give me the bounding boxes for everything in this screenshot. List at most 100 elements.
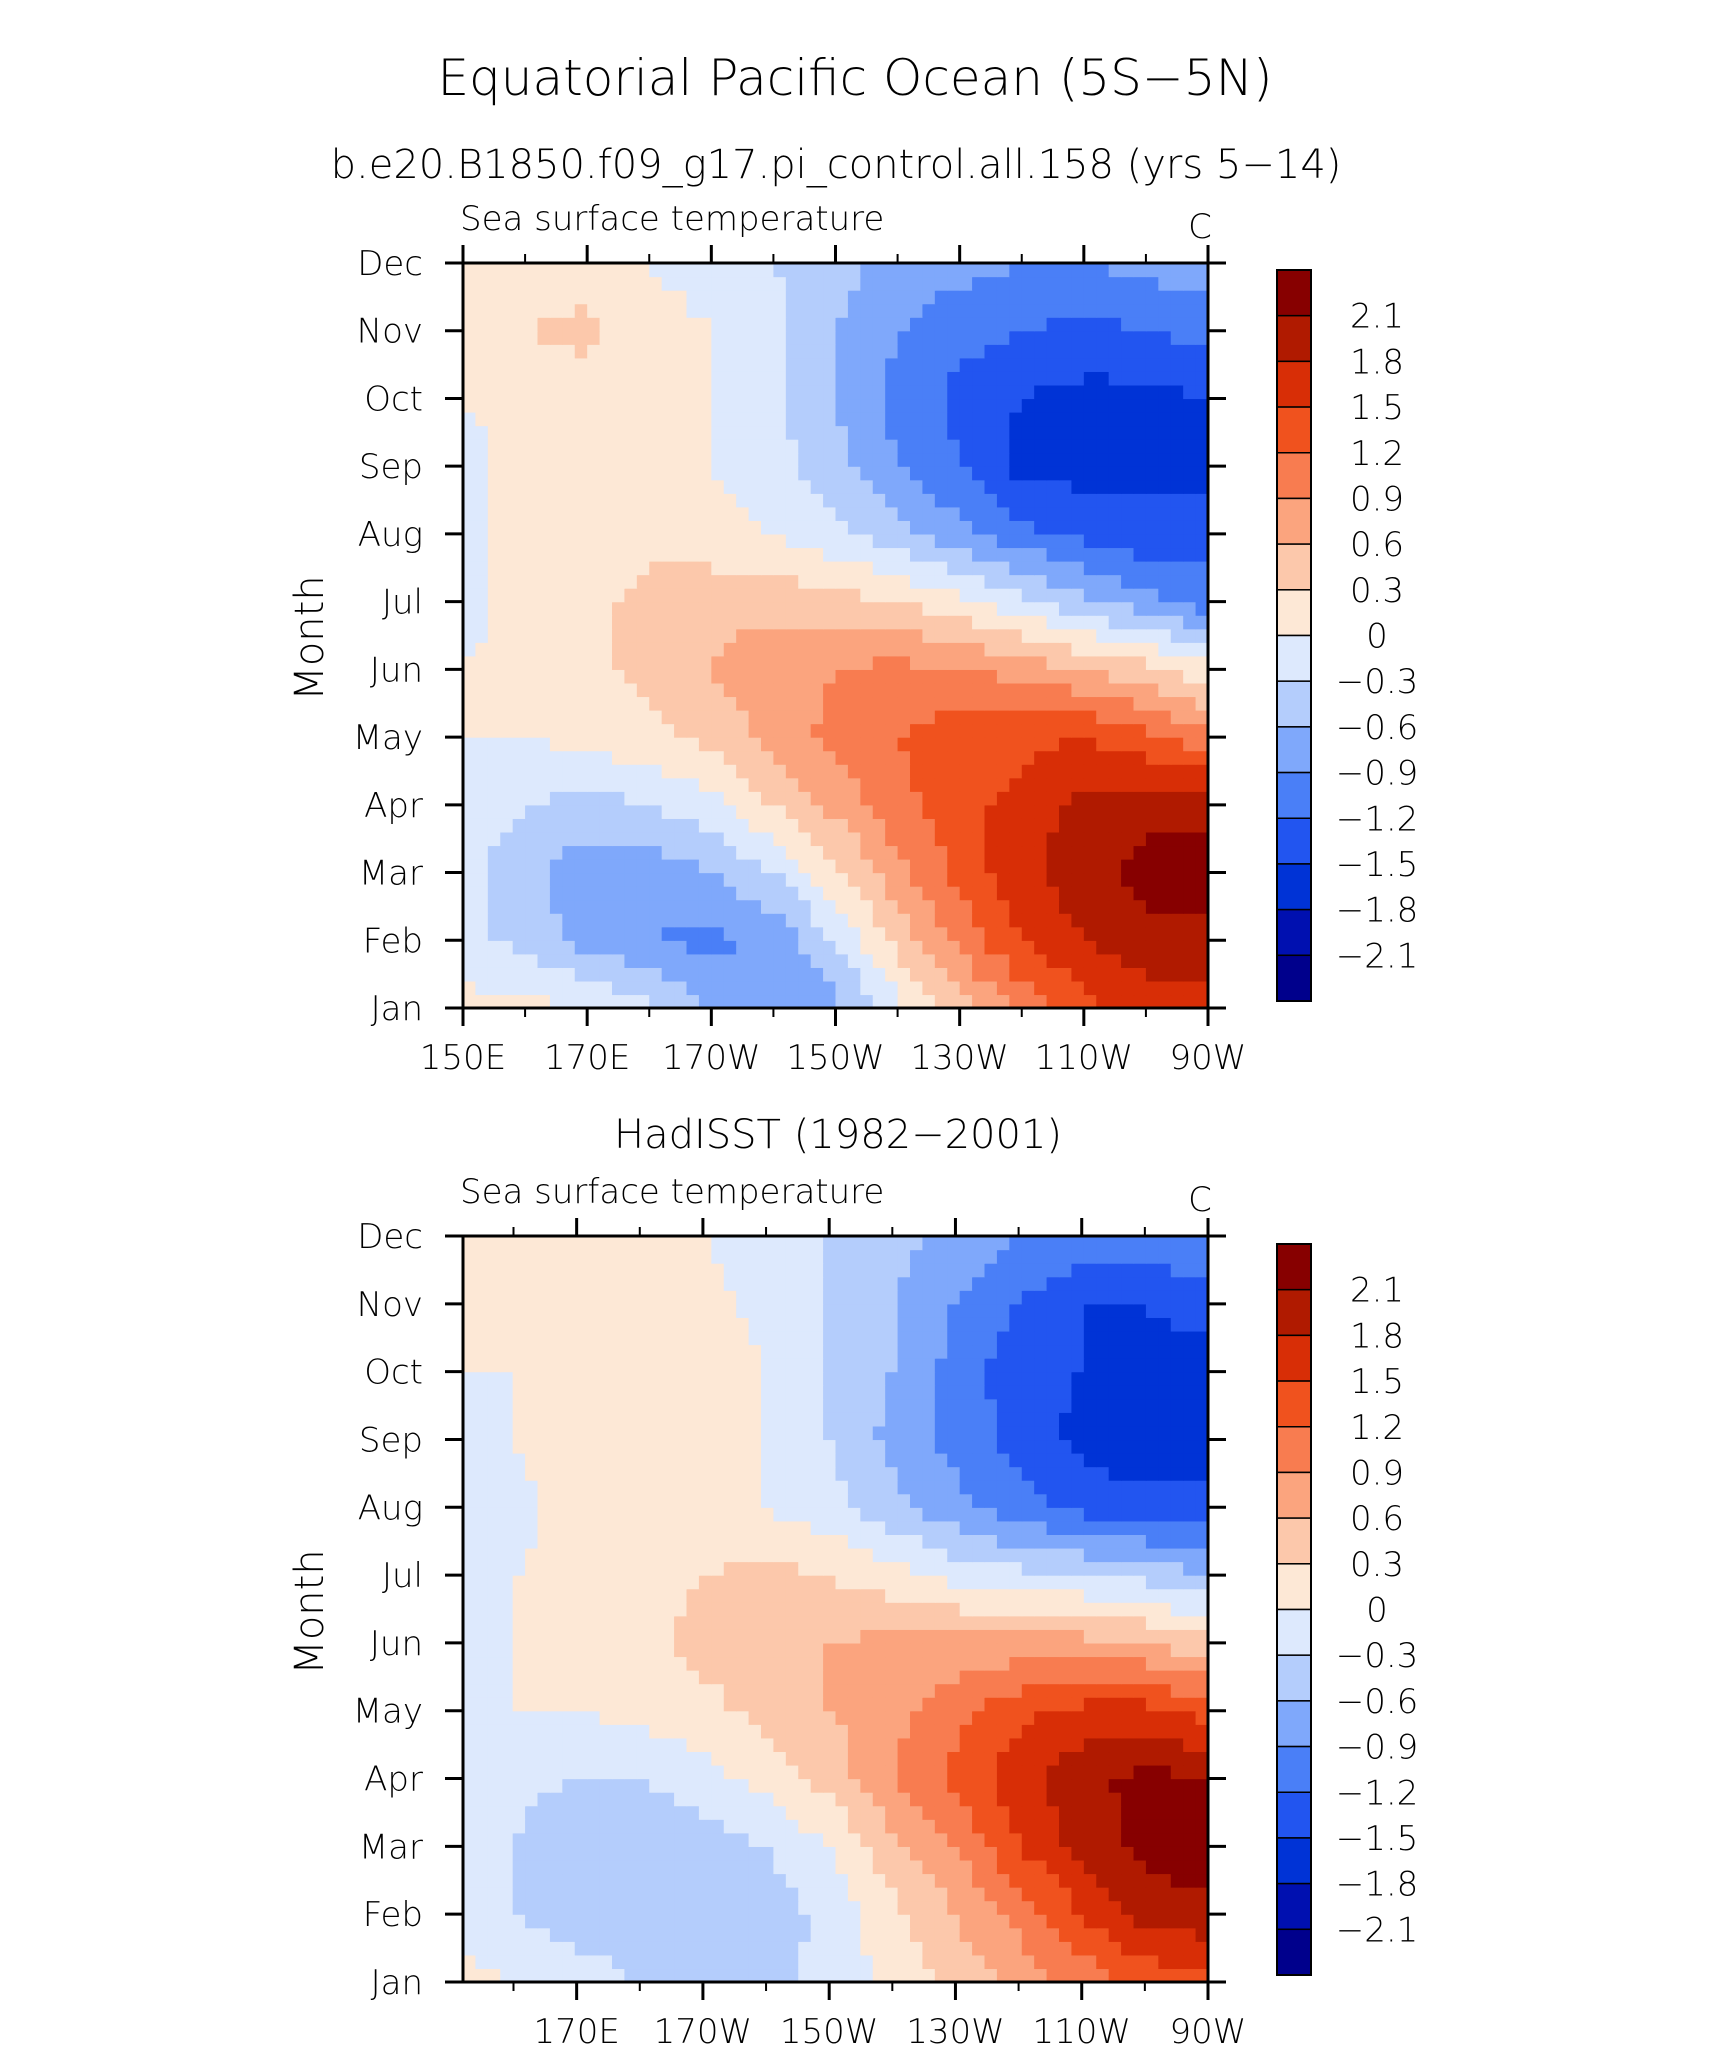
heatmap-cell bbox=[537, 1764, 551, 1780]
heatmap-cell bbox=[798, 669, 812, 684]
colorbar-label: 1.2 bbox=[1350, 434, 1404, 474]
heatmap-cell bbox=[761, 547, 775, 562]
heatmap-cell bbox=[512, 1683, 526, 1698]
heatmap-cell bbox=[1108, 1724, 1122, 1739]
heatmap-cell bbox=[487, 1764, 501, 1780]
heatmap-cell bbox=[910, 628, 924, 643]
heatmap-cell bbox=[500, 1968, 514, 1983]
heatmap-cell bbox=[537, 1819, 551, 1834]
heatmap-cell bbox=[996, 412, 1010, 427]
heatmap-cell bbox=[1021, 710, 1035, 725]
heatmap-cell bbox=[1195, 628, 1209, 643]
heatmap-cell bbox=[798, 1697, 812, 1712]
heatmap-cell bbox=[549, 520, 563, 535]
heatmap-cell bbox=[798, 642, 812, 657]
heatmap-cell bbox=[835, 466, 849, 481]
heatmap-cell bbox=[872, 831, 886, 847]
heatmap-cell bbox=[636, 1941, 650, 1956]
heatmap-cell bbox=[463, 574, 477, 589]
heatmap-cell bbox=[624, 330, 638, 345]
heatmap-cell bbox=[1059, 940, 1073, 955]
heatmap-cell bbox=[624, 710, 638, 725]
heatmap-cell bbox=[897, 886, 911, 901]
heatmap-cell bbox=[475, 777, 489, 792]
heatmap-cell bbox=[574, 520, 588, 535]
heatmap-cell bbox=[537, 1914, 551, 1929]
heatmap-cell bbox=[1021, 506, 1035, 521]
heatmap-cell bbox=[1183, 899, 1197, 914]
heatmap-cell bbox=[835, 980, 849, 996]
heatmap-cell bbox=[810, 1642, 824, 1658]
heatmap-cell bbox=[624, 1670, 638, 1685]
heatmap-cell bbox=[487, 1927, 501, 1942]
heatmap-cell bbox=[1096, 1968, 1110, 1983]
heatmap-cell bbox=[1009, 655, 1023, 670]
heatmap-cell bbox=[624, 547, 638, 562]
heatmap-cell bbox=[624, 1819, 638, 1834]
heatmap-cell bbox=[1009, 967, 1023, 982]
heatmap-cell bbox=[475, 926, 489, 941]
heatmap-cell bbox=[996, 1751, 1010, 1766]
heatmap-cell bbox=[996, 845, 1010, 860]
heatmap-cell bbox=[711, 791, 725, 806]
heatmap-cell bbox=[1195, 398, 1209, 413]
heatmap-cell bbox=[1071, 1805, 1085, 1820]
heatmap-cell bbox=[649, 628, 663, 643]
heatmap-cell bbox=[897, 859, 911, 874]
heatmap-cell bbox=[1046, 791, 1060, 806]
heatmap-cell bbox=[723, 520, 737, 535]
heatmap-cell bbox=[798, 276, 812, 291]
heatmap-cell bbox=[736, 1697, 750, 1712]
heatmap-cell bbox=[1009, 628, 1023, 643]
heatmap-cell bbox=[798, 710, 812, 725]
heatmap-cell bbox=[549, 1819, 563, 1834]
heatmap-cell bbox=[847, 994, 861, 1009]
heatmap-cell bbox=[934, 547, 948, 562]
heatmap-cell bbox=[984, 655, 998, 670]
heatmap-cell bbox=[910, 425, 924, 440]
heatmap-cell bbox=[599, 317, 613, 332]
heatmap-cell bbox=[996, 1927, 1010, 1942]
heatmap-cell bbox=[698, 1615, 712, 1630]
heatmap-cell bbox=[698, 831, 712, 847]
heatmap-cell bbox=[612, 1737, 626, 1753]
heatmap-cell bbox=[785, 452, 799, 467]
heatmap-cell bbox=[612, 601, 626, 616]
heatmap-cell bbox=[1121, 1697, 1135, 1712]
heatmap-cell bbox=[1009, 466, 1023, 481]
heatmap-cell bbox=[1108, 723, 1122, 738]
heatmap-cell bbox=[810, 547, 824, 562]
heatmap-cell bbox=[525, 750, 539, 765]
heatmap-cell bbox=[1121, 1656, 1135, 1671]
heatmap-cell bbox=[1046, 764, 1060, 779]
heatmap-cell bbox=[810, 669, 824, 684]
heatmap-cell bbox=[475, 1751, 489, 1766]
heatmap-cell bbox=[624, 994, 638, 1009]
heatmap-cell bbox=[1096, 994, 1110, 1009]
heatmap-cell bbox=[612, 777, 626, 792]
heatmap-cell bbox=[1121, 1629, 1135, 1644]
heatmap-cell bbox=[698, 777, 712, 792]
heatmap-cell bbox=[549, 357, 563, 372]
heatmap-cell bbox=[897, 439, 911, 454]
heatmap-cell bbox=[698, 1941, 712, 1956]
heatmap-cell bbox=[1145, 1927, 1159, 1942]
heatmap-cell bbox=[487, 913, 501, 928]
heatmap-cell bbox=[885, 980, 899, 996]
heatmap-cell bbox=[649, 1846, 663, 1861]
heatmap-cell bbox=[463, 1751, 477, 1766]
heatmap-cell bbox=[1195, 1927, 1209, 1942]
heatmap-cell bbox=[574, 777, 588, 792]
heatmap-cell bbox=[1009, 317, 1023, 332]
heatmap-cell bbox=[649, 655, 663, 670]
heatmap-cell bbox=[947, 750, 961, 765]
heatmap-cell bbox=[736, 940, 750, 955]
heatmap-cell bbox=[1121, 276, 1135, 291]
heatmap-cell bbox=[872, 506, 886, 521]
heatmap-cell bbox=[748, 601, 762, 616]
heatmap-cell bbox=[1195, 330, 1209, 345]
heatmap-cell bbox=[674, 926, 688, 941]
heatmap-cell bbox=[674, 330, 688, 345]
heatmap-cell bbox=[1145, 344, 1159, 359]
heatmap-cell bbox=[711, 764, 725, 779]
